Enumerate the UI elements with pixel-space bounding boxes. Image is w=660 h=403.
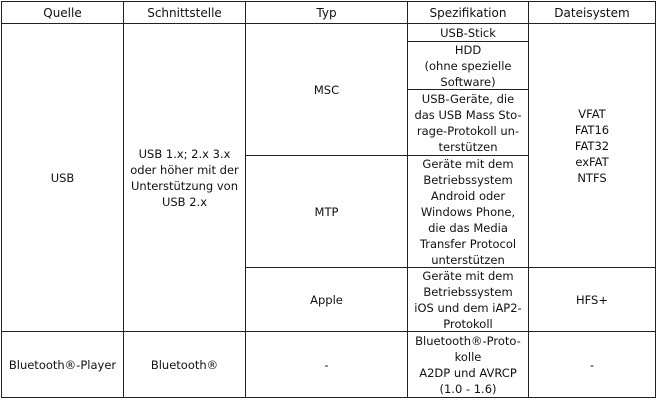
usb-source: USB	[1, 23, 124, 332]
bluetooth-interface: Bluetooth®	[123, 331, 246, 398]
header-dateisystem: Dateisystem	[528, 1, 656, 24]
spec-hdd: HDD (ohne spezielle Software)	[407, 41, 529, 90]
spec-usb-stick: USB-Stick	[407, 23, 529, 42]
type-mtp: MTP	[245, 155, 408, 268]
bluetooth-filesystem: -	[528, 331, 656, 398]
bluetooth-type: -	[245, 331, 408, 398]
filesystem-apple: HFS+	[528, 267, 656, 332]
spec-usb-mass-storage: USB-Geräte, die das USB Mass Sto- rage-P…	[407, 89, 529, 156]
header-typ: Typ	[245, 1, 408, 24]
header-schnittstelle: Schnittstelle	[123, 1, 246, 24]
usb-interface: USB 1.x; 2.x 3.x oder höher mit der Unte…	[123, 23, 246, 332]
header-spezifikation: Spezifikation	[407, 1, 529, 24]
type-apple: Apple	[245, 267, 408, 332]
spec-apple: Geräte mit dem Betriebssystem iOS und de…	[407, 267, 529, 332]
bluetooth-source: Bluetooth®-Player	[1, 331, 124, 398]
header-quelle: Quelle	[1, 1, 124, 24]
spec-mtp: Geräte mit dem Betriebssystem Android od…	[407, 155, 529, 268]
type-msc: MSC	[245, 23, 408, 156]
bluetooth-spec: Bluetooth®-Proto- kolle A2DP und AVRCP (…	[407, 331, 529, 398]
filesystems-usb: VFAT FAT16 FAT32 exFAT NTFS	[528, 23, 656, 268]
